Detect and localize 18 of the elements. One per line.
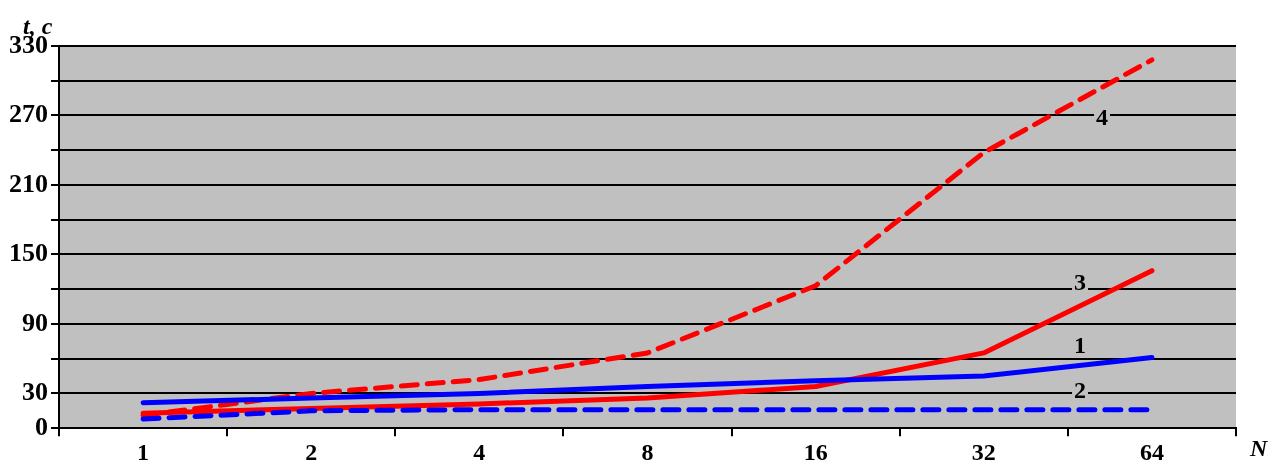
annotation: 4 — [1096, 104, 1109, 131]
x-tick-label: 64 — [1139, 438, 1164, 465]
y-tick-label: 210 — [9, 168, 48, 198]
x-tick-label: 16 — [803, 438, 828, 465]
x-tick-label: 2 — [305, 438, 318, 465]
y-tick-label: 90 — [22, 307, 48, 337]
y-tick-label: 0 — [35, 411, 48, 441]
annotation: 2 — [1074, 376, 1087, 403]
y-tick-label: 150 — [9, 238, 48, 268]
y-tick-label: 30 — [22, 377, 48, 407]
annotation: 3 — [1074, 269, 1087, 296]
x-tick-label: 8 — [641, 438, 654, 465]
annotation: 1 — [1074, 331, 1087, 358]
x-tick-label: 4 — [473, 438, 486, 465]
x-tick-label: 1 — [137, 438, 150, 465]
y-tick-label: 270 — [9, 99, 48, 129]
x-axis-title: N — [1249, 435, 1269, 462]
x-tick-label: 32 — [971, 438, 996, 465]
